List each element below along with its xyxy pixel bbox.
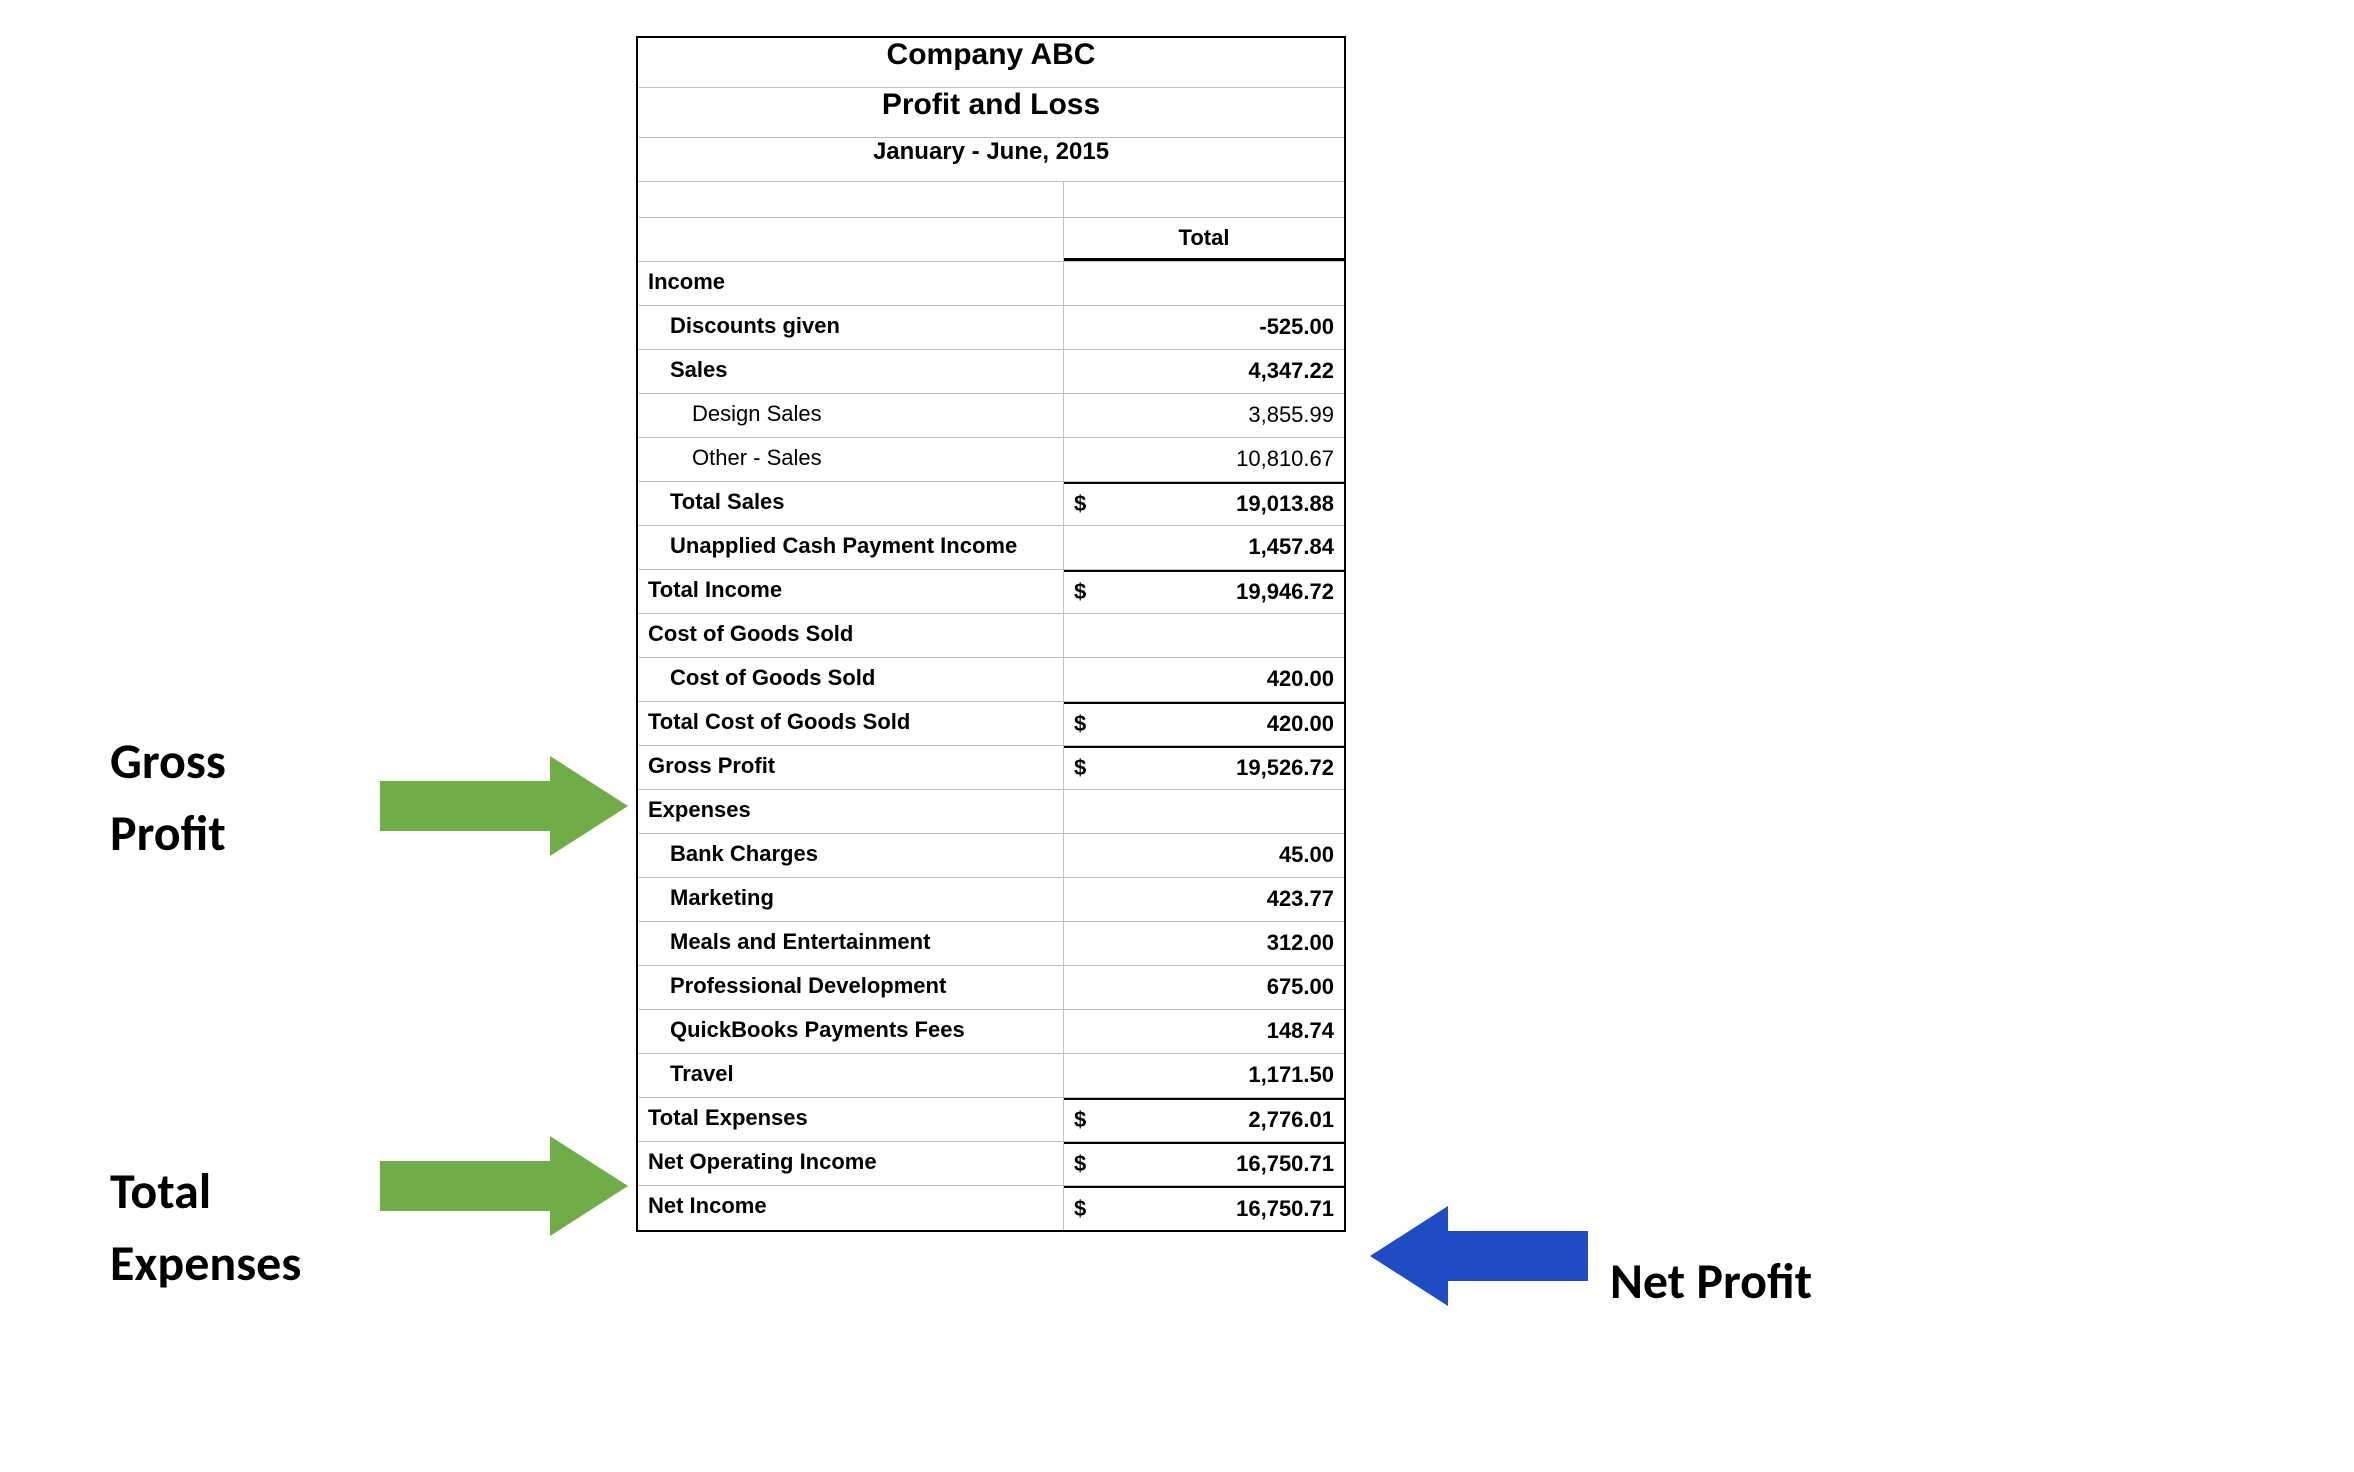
row-label: Other - Sales — [638, 438, 1064, 481]
annotation-line: Expenses — [110, 1228, 301, 1300]
row-value: 420.00 — [1104, 710, 1334, 739]
row-value: 1,171.50 — [1104, 1061, 1334, 1090]
row-label: Total Expenses — [638, 1098, 1064, 1141]
row-label: QuickBooks Payments Fees — [638, 1010, 1064, 1053]
dollar-sign: $ — [1074, 710, 1104, 739]
row-value: 19,526.72 — [1104, 754, 1334, 783]
arrow-gross-profit-icon — [380, 756, 628, 856]
row-value: 2,776.01 — [1104, 1106, 1334, 1135]
annotation-total-expenses: TotalExpenses — [110, 1156, 301, 1300]
row-label: Income — [638, 262, 1064, 305]
spacer-row — [638, 182, 1344, 218]
profit-loss-report: Company ABCProfit and LossJanuary - June… — [636, 36, 1346, 1232]
row-label: Sales — [638, 350, 1064, 393]
row-value: 3,855.99 — [1104, 401, 1334, 430]
table-row: Marketing 423.77 — [638, 878, 1344, 922]
row-label: Design Sales — [638, 394, 1064, 437]
annotation-line: Profit — [110, 798, 226, 870]
table-row: Net Operating Income $16,750.71 — [638, 1142, 1344, 1186]
table-row: Net Income $16,750.71 — [638, 1186, 1344, 1230]
row-value: 420.00 — [1104, 665, 1334, 694]
row-label: Cost of Goods Sold — [638, 614, 1064, 657]
annotation-net-profit: Net Profit — [1610, 1246, 1812, 1318]
row-label: Meals and Entertainment — [638, 922, 1064, 965]
total-column-header: Total — [1179, 224, 1230, 253]
row-value: 4,347.22 — [1104, 357, 1334, 386]
row-value: 19,946.72 — [1104, 578, 1334, 607]
row-label: Cost of Goods Sold — [638, 658, 1064, 701]
company-name: Company ABC — [638, 38, 1344, 87]
dollar-sign: $ — [1074, 490, 1104, 519]
row-value: 16,750.71 — [1104, 1195, 1334, 1224]
row-label: Unapplied Cash Payment Income — [638, 526, 1064, 569]
table-row: Cost of Goods Sold 420.00 — [638, 658, 1344, 702]
table-row: Bank Charges 45.00 — [638, 834, 1344, 878]
table-row: Cost of Goods Sold — [638, 614, 1344, 658]
row-label: Expenses — [638, 790, 1064, 833]
row-value: -525.00 — [1104, 313, 1334, 342]
row-value: 19,013.88 — [1104, 490, 1334, 519]
row-label: Net Income — [638, 1186, 1064, 1230]
row-label: Total Income — [638, 570, 1064, 613]
annotation-line: Total — [110, 1156, 301, 1228]
table-row: Total Expenses $2,776.01 — [638, 1098, 1344, 1142]
row-label: Total Sales — [638, 482, 1064, 525]
row-value: 675.00 — [1104, 973, 1334, 1002]
annotation-line: Gross — [110, 726, 226, 798]
dollar-sign: $ — [1074, 1195, 1104, 1224]
row-label: Marketing — [638, 878, 1064, 921]
row-label: Total Cost of Goods Sold — [638, 702, 1064, 745]
arrow-net-profit-icon — [1370, 1206, 1588, 1306]
dollar-sign: $ — [1074, 1106, 1104, 1135]
table-row: Professional Development 675.00 — [638, 966, 1344, 1010]
dollar-sign: $ — [1074, 578, 1104, 607]
row-value: 16,750.71 — [1104, 1150, 1334, 1179]
table-row: Total Cost of Goods Sold $420.00 — [638, 702, 1344, 746]
dollar-sign: $ — [1074, 754, 1104, 783]
row-value: 312.00 — [1104, 929, 1334, 958]
report-name: Profit and Loss — [638, 88, 1344, 137]
table-row: Gross Profit $19,526.72 — [638, 746, 1344, 790]
table-row: Other - Sales 10,810.67 — [638, 438, 1344, 482]
report-period: January - June, 2015 — [638, 138, 1344, 181]
table-row: Unapplied Cash Payment Income 1,457.84 — [638, 526, 1344, 570]
annotation-line: Net Profit — [1610, 1246, 1812, 1318]
arrow-total-expenses-icon — [380, 1136, 628, 1236]
period-row: January - June, 2015 — [638, 138, 1344, 182]
table-row: Discounts given -525.00 — [638, 306, 1344, 350]
dollar-sign: $ — [1074, 1150, 1104, 1179]
table-row: Total Sales $19,013.88 — [638, 482, 1344, 526]
report-name-row: Profit and Loss — [638, 88, 1344, 138]
row-label: Net Operating Income — [638, 1142, 1064, 1185]
row-label: Bank Charges — [638, 834, 1064, 877]
row-value: 10,810.67 — [1104, 445, 1334, 474]
table-row: Meals and Entertainment 312.00 — [638, 922, 1344, 966]
row-value: 1,457.84 — [1104, 533, 1334, 562]
row-value: 45.00 — [1104, 841, 1334, 870]
table-row: Travel 1,171.50 — [638, 1054, 1344, 1098]
row-label: Gross Profit — [638, 746, 1064, 789]
table-row: QuickBooks Payments Fees 148.74 — [638, 1010, 1344, 1054]
table-row: Income — [638, 262, 1344, 306]
column-header-row: Total — [638, 218, 1344, 262]
annotation-gross-profit: GrossProfit — [110, 726, 226, 870]
table-row: Sales 4,347.22 — [638, 350, 1344, 394]
table-row: Expenses — [638, 790, 1344, 834]
row-label: Travel — [638, 1054, 1064, 1097]
row-label: Discounts given — [638, 306, 1064, 349]
row-value: 148.74 — [1104, 1017, 1334, 1046]
company-row: Company ABC — [638, 38, 1344, 88]
table-row: Design Sales 3,855.99 — [638, 394, 1344, 438]
row-label: Professional Development — [638, 966, 1064, 1009]
row-value: 423.77 — [1104, 885, 1334, 914]
table-row: Total Income $19,946.72 — [638, 570, 1344, 614]
